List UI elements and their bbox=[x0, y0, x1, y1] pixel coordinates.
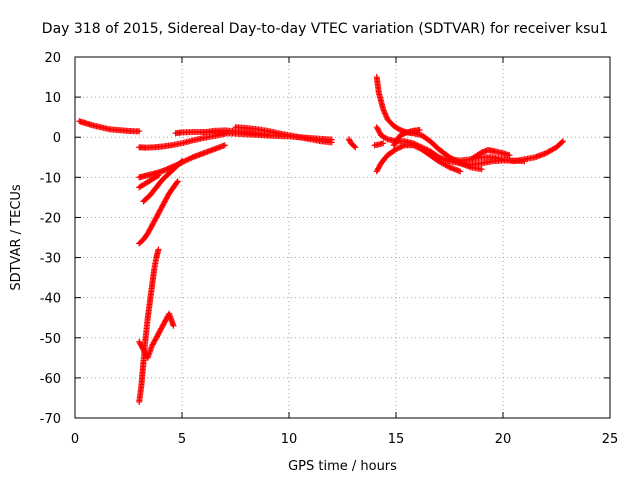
data-point bbox=[477, 150, 484, 157]
series-arc-8 bbox=[136, 172, 162, 191]
series-arc-12 bbox=[345, 136, 359, 151]
data-point bbox=[328, 139, 335, 146]
chart-title: Day 318 of 2015, Sidereal Day-to-day VTE… bbox=[42, 21, 608, 37]
data-point bbox=[352, 144, 359, 151]
grid-layer bbox=[75, 57, 610, 418]
series-arc-4 bbox=[136, 310, 177, 361]
series-arc-10 bbox=[232, 124, 335, 146]
data-point bbox=[558, 139, 565, 146]
series-arc-1 bbox=[76, 118, 143, 135]
data-point bbox=[264, 131, 271, 138]
data-point bbox=[179, 158, 185, 165]
series-arc-6 bbox=[136, 142, 228, 181]
data-point bbox=[177, 159, 184, 166]
x-tick-label: 20 bbox=[495, 432, 512, 447]
series-arc-15 bbox=[373, 142, 464, 175]
y-tick-label: -10 bbox=[40, 171, 61, 186]
data-point bbox=[173, 179, 180, 186]
data-point bbox=[380, 140, 387, 147]
y-tick-label: -60 bbox=[40, 372, 61, 387]
data-point bbox=[174, 178, 181, 185]
data-point bbox=[383, 135, 390, 142]
series-arc-3 bbox=[136, 246, 162, 405]
data-point bbox=[136, 128, 143, 135]
data-point bbox=[445, 163, 452, 170]
y-tick-label: -50 bbox=[40, 332, 61, 347]
series-arc-16 bbox=[390, 127, 423, 149]
x-tick-label: 15 bbox=[388, 432, 405, 447]
y-tick-label: -40 bbox=[40, 292, 61, 307]
data-point bbox=[155, 172, 162, 179]
y-tick-label: 0 bbox=[53, 131, 61, 146]
x-tick-label: 25 bbox=[602, 432, 619, 447]
x-tick-label: 5 bbox=[178, 432, 186, 447]
y-tick-label: 20 bbox=[44, 51, 61, 66]
data-point bbox=[559, 138, 566, 145]
series-arc-18 bbox=[446, 138, 566, 165]
y-tick-label: -70 bbox=[40, 412, 61, 427]
series-arc-5 bbox=[136, 178, 181, 247]
y-tick-label: -30 bbox=[40, 252, 61, 267]
data-point bbox=[351, 143, 358, 150]
data-point bbox=[416, 127, 423, 134]
x-tick-label: 0 bbox=[71, 432, 79, 447]
series-arc-17 bbox=[371, 140, 387, 149]
data-point bbox=[221, 142, 228, 149]
series-arc-11 bbox=[200, 127, 271, 138]
y-tick-label: 10 bbox=[44, 91, 61, 106]
data-point bbox=[478, 166, 485, 173]
x-axis-label: GPS time / hours bbox=[288, 459, 397, 474]
data-point bbox=[154, 173, 161, 180]
series-arc-19 bbox=[467, 147, 513, 163]
axis-layer: 0 5 10 15 20 25 -70 -60 -50 -40 -30 -20 -10 0 10 20 bbox=[40, 51, 619, 447]
data-point bbox=[457, 168, 464, 175]
series-arc-7 bbox=[140, 158, 185, 205]
data-point bbox=[170, 322, 177, 329]
x-tick-label: 10 bbox=[281, 432, 298, 447]
data-marks bbox=[76, 74, 566, 405]
data-point bbox=[155, 246, 162, 253]
plot-frame bbox=[74, 56, 611, 419]
data-point bbox=[506, 152, 513, 159]
y-tick-label: -20 bbox=[40, 211, 61, 226]
y-axis-label: SDTVAR / TECUs bbox=[9, 184, 24, 291]
